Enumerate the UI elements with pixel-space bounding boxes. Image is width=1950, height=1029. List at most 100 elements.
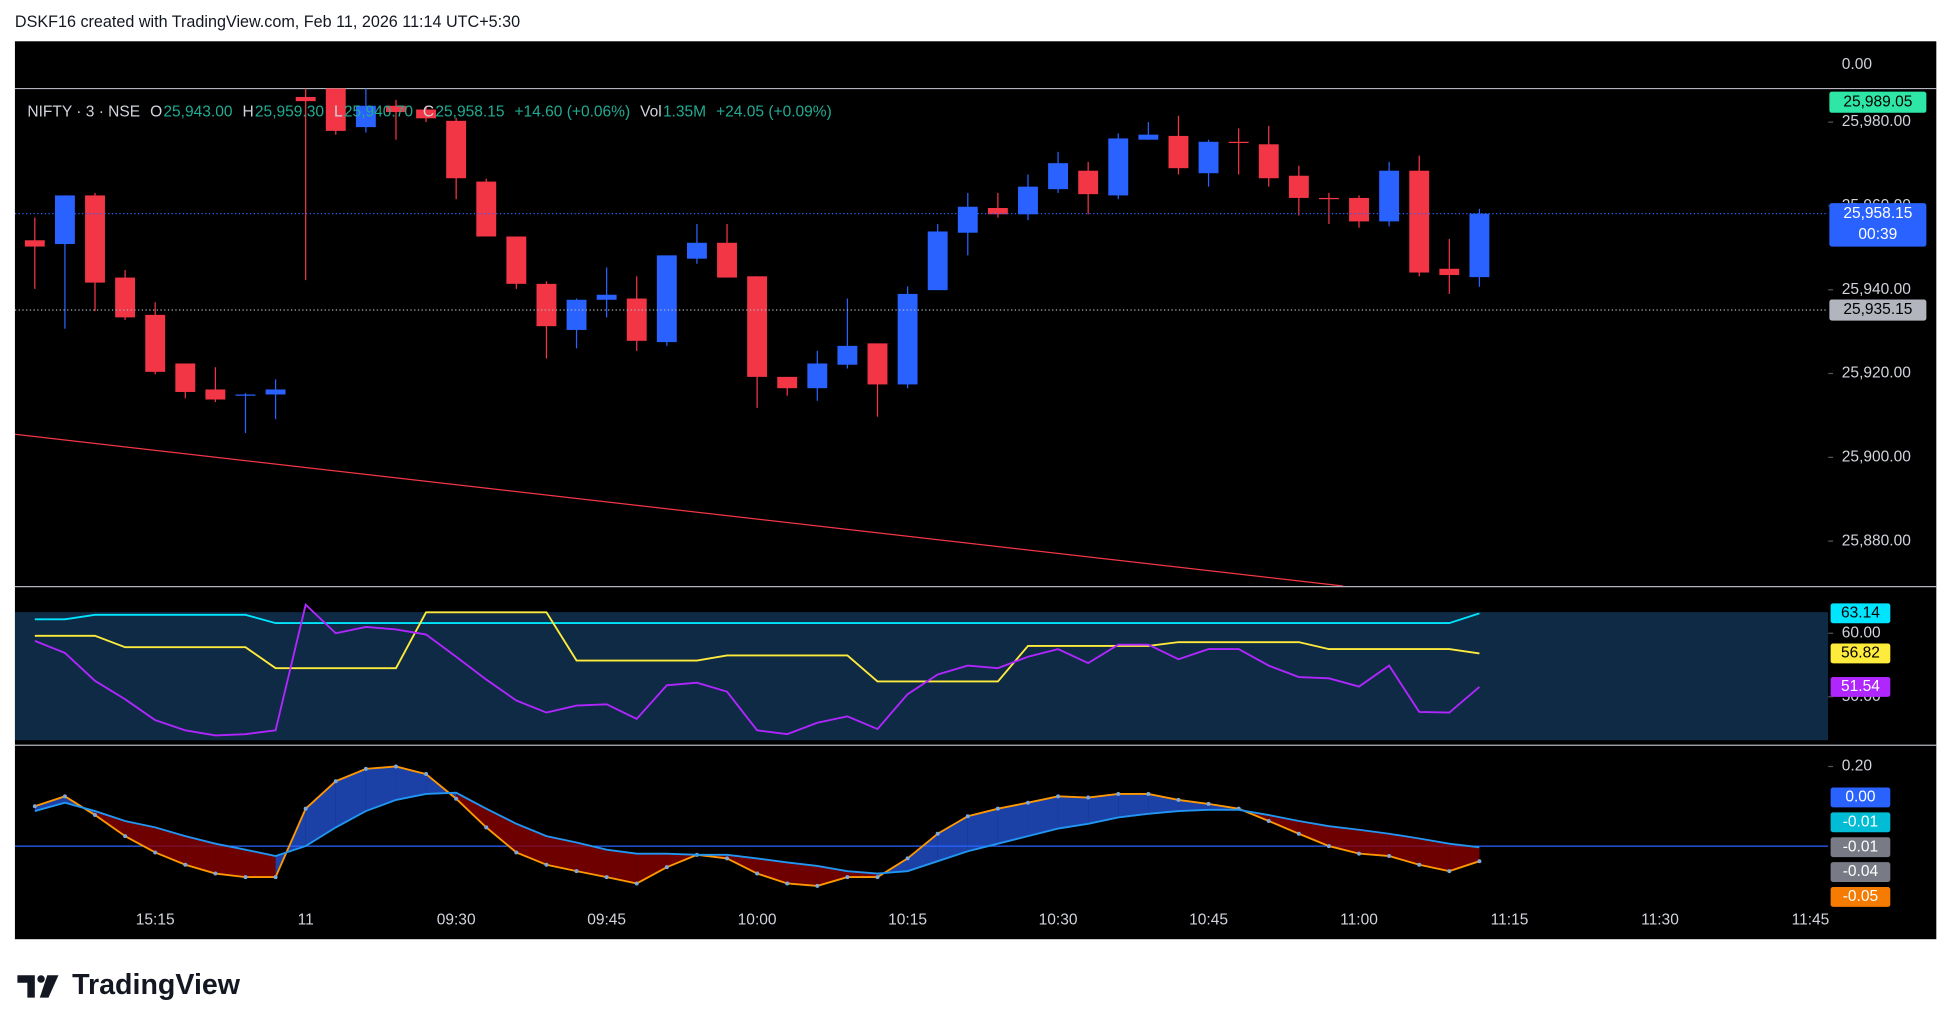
candle-body (717, 242, 737, 278)
fill-between (1027, 796, 1059, 837)
candle-body (867, 343, 888, 385)
fill-between (907, 833, 938, 872)
series-marker (1146, 791, 1151, 796)
fill-between (335, 768, 366, 828)
x-tick-label: 10:00 (738, 912, 777, 929)
candle-body (807, 363, 828, 389)
x-tick-label: 10:15 (888, 912, 927, 929)
fill-between (636, 853, 667, 884)
series-marker (905, 856, 910, 861)
series-line (34, 791, 1480, 875)
last-value-box (1830, 676, 1891, 697)
series-marker (1116, 791, 1121, 796)
chart-frame (14, 41, 1937, 940)
candle-body (115, 277, 136, 318)
fill-between (937, 816, 968, 862)
candle-body (1258, 144, 1279, 179)
fill-between (185, 836, 216, 874)
series-marker (1357, 851, 1362, 856)
candle-body (1409, 170, 1430, 273)
series-marker (183, 862, 188, 867)
candle-body (355, 105, 376, 128)
y-tick-label: 25,900.00 (1842, 448, 1911, 465)
candle-body (536, 283, 557, 327)
legend-item: 25,959.30 (255, 103, 324, 120)
y-tick-label: 25,980.00 (1842, 113, 1911, 130)
legend-item: 25,958.15 (435, 103, 504, 120)
last-value-box (1830, 812, 1891, 833)
legend-item: Vol (640, 103, 662, 120)
fill-between (1058, 796, 1089, 829)
legend-item: +24.05 (+0.09%) (716, 103, 832, 120)
candle-body (54, 195, 75, 245)
legend-item: NIFTY · 3 · NSE (27, 103, 140, 120)
fill-between (817, 865, 848, 886)
y-tick-label: 25,920.00 (1842, 365, 1911, 382)
fill-between (787, 862, 818, 886)
candle-body (987, 207, 1008, 215)
x-tick-label: 09:30 (437, 912, 476, 929)
header-title: DSKF16 created with TradingView.com, Feb… (15, 13, 520, 31)
series-marker (664, 865, 669, 870)
top-pane-label: 0.00 (1842, 56, 1873, 73)
candle-body (416, 109, 437, 119)
candle-body (476, 181, 497, 237)
series-marker (785, 881, 790, 886)
candle-body (1108, 138, 1129, 196)
price-label: 25,989.05 (1843, 93, 1912, 110)
legend-item: +14.60 (+0.06%) (514, 103, 630, 120)
y-tick-label: 25,940.00 (1842, 281, 1911, 298)
series-marker (363, 766, 368, 771)
series-marker (303, 806, 308, 811)
fill-between (1328, 826, 1360, 854)
series-marker (333, 779, 338, 784)
fill-between (365, 766, 396, 812)
series-marker (273, 875, 278, 880)
y-tick-label: 0.20 (1842, 758, 1873, 775)
last-value-box (1830, 643, 1891, 664)
candle-body (325, 88, 346, 131)
candle-body (1439, 268, 1460, 276)
candle-body (897, 293, 918, 385)
fill-between (1118, 793, 1149, 818)
last-value-box (1830, 603, 1891, 624)
last-value-label: 63.14 (1841, 604, 1880, 621)
logo-mark (39, 975, 59, 998)
last-value-box (1830, 837, 1891, 858)
series-marker (32, 804, 37, 809)
candle-body (1078, 170, 1099, 195)
x-tick-label: 10:45 (1189, 912, 1228, 929)
logo-mark (17, 975, 35, 998)
fill-between (1389, 833, 1420, 865)
candle-body (85, 195, 105, 283)
candle-body (596, 294, 617, 300)
candle-body (566, 299, 587, 330)
indicator (14, 764, 1829, 888)
fill-between (305, 781, 336, 847)
candle-body (747, 276, 768, 377)
candle-body (24, 240, 45, 247)
legend-item: 1.35M (663, 103, 706, 120)
legend-item: O (150, 103, 162, 120)
last-value-label: 51.54 (1841, 678, 1880, 695)
x-tick-label: 11:45 (1792, 912, 1830, 929)
fill-between (215, 843, 246, 878)
series-marker (243, 875, 248, 880)
legend-item: 25,943.00 (163, 103, 232, 120)
series-marker (424, 772, 429, 777)
price-label-box (1829, 203, 1927, 247)
series-marker (1447, 869, 1452, 874)
candle-body (927, 231, 948, 291)
candle-body (1379, 170, 1400, 222)
fill-between (1449, 843, 1480, 872)
series-marker (484, 825, 489, 830)
candle-body (295, 96, 316, 102)
y-tick-label: 25,880.00 (1842, 532, 1911, 549)
fill-between (456, 792, 487, 828)
series-marker (1417, 862, 1422, 867)
last-value-label: 0.00 (1845, 789, 1876, 806)
x-tick-label: 15:15 (136, 912, 175, 929)
logo-dot (37, 975, 45, 983)
